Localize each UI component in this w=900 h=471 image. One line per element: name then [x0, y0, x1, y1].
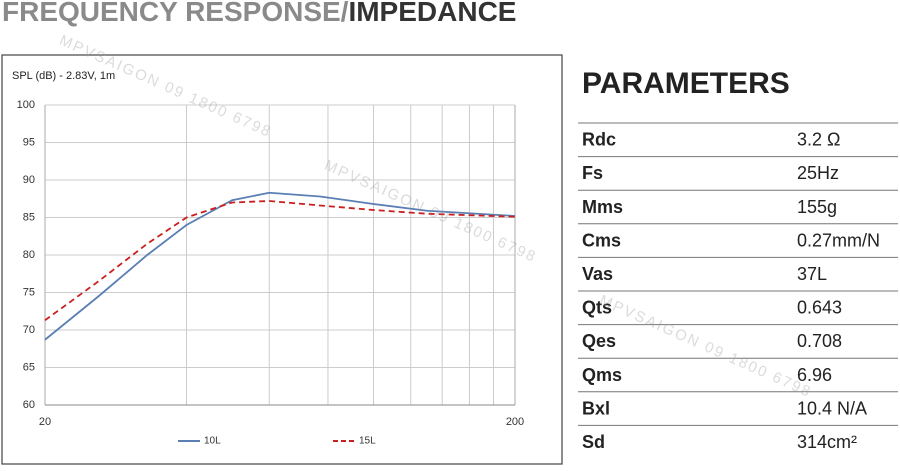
param-value: 155g [797, 197, 837, 217]
watermark: MPVSAIGON 09 1800 6798 [597, 292, 815, 401]
watermark: MPVSAIGON 09 1800 6798 [322, 157, 540, 266]
param-name: Fs [582, 163, 603, 183]
table-title: PARAMETERS [582, 67, 790, 100]
y-tick-label: 70 [23, 324, 35, 336]
param-name: Rdc [582, 130, 616, 150]
title-dark: IMPEDANCE [348, 0, 516, 27]
param-name: Sd [582, 432, 605, 452]
x-tick-label: 20 [39, 416, 51, 428]
page-title: FREQUENCY RESPONSE/IMPEDANCE [2, 0, 516, 27]
legend-label: 10L [204, 436, 221, 447]
y-tick-label: 100 [17, 99, 35, 111]
param-name: Bxl [582, 398, 610, 418]
param-name: Qts [582, 298, 612, 318]
param-value: 37L [797, 264, 827, 284]
y-tick-label: 85 [23, 211, 35, 223]
series-line [44, 200, 516, 321]
param-name: Qes [582, 331, 616, 351]
plot: 60 65 70 75 80 85 90 95 100 20 200 10L 15L [17, 99, 525, 447]
chart-frame [1, 54, 563, 465]
series-line [44, 191, 516, 341]
param-value: 314cm² [797, 432, 857, 452]
y-tick-label: 65 [23, 361, 35, 373]
param-value: 25Hz [797, 163, 839, 183]
param-name: Cms [582, 230, 621, 250]
x-tick-label: 200 [506, 416, 524, 428]
param-name: Mms [582, 197, 623, 217]
param-name: Qms [582, 365, 622, 385]
param-value: 0.643 [797, 298, 842, 318]
title-gray: FREQUENCY RESPONSE/ [2, 0, 349, 27]
param-name: Vas [582, 264, 613, 284]
y-tick-label: 95 [23, 136, 35, 148]
legend-label: 15L [359, 436, 376, 447]
parameters-table: Rdc 3.2 Ω Fs 25Hz Mms 155g Cms 0.27mm/N Vas 37L Qt… [578, 122, 898, 452]
y-tick-label: 90 [23, 174, 35, 186]
param-value: 0.27mm/N [797, 230, 880, 250]
y-tick-label: 80 [23, 249, 35, 261]
param-value: 0.708 [797, 331, 842, 351]
param-value: 6.96 [797, 365, 832, 385]
y-tick-label: 60 [23, 399, 35, 411]
param-value: 3.2 Ω [797, 130, 840, 150]
param-value: 10.4 N/A [797, 398, 867, 418]
y-tick-label: 75 [23, 286, 35, 298]
y-axis-label: SPL (dB) - 2.83V, 1m [12, 70, 115, 82]
watermark: MPVSAIGON 09 1800 6798 [57, 32, 275, 141]
